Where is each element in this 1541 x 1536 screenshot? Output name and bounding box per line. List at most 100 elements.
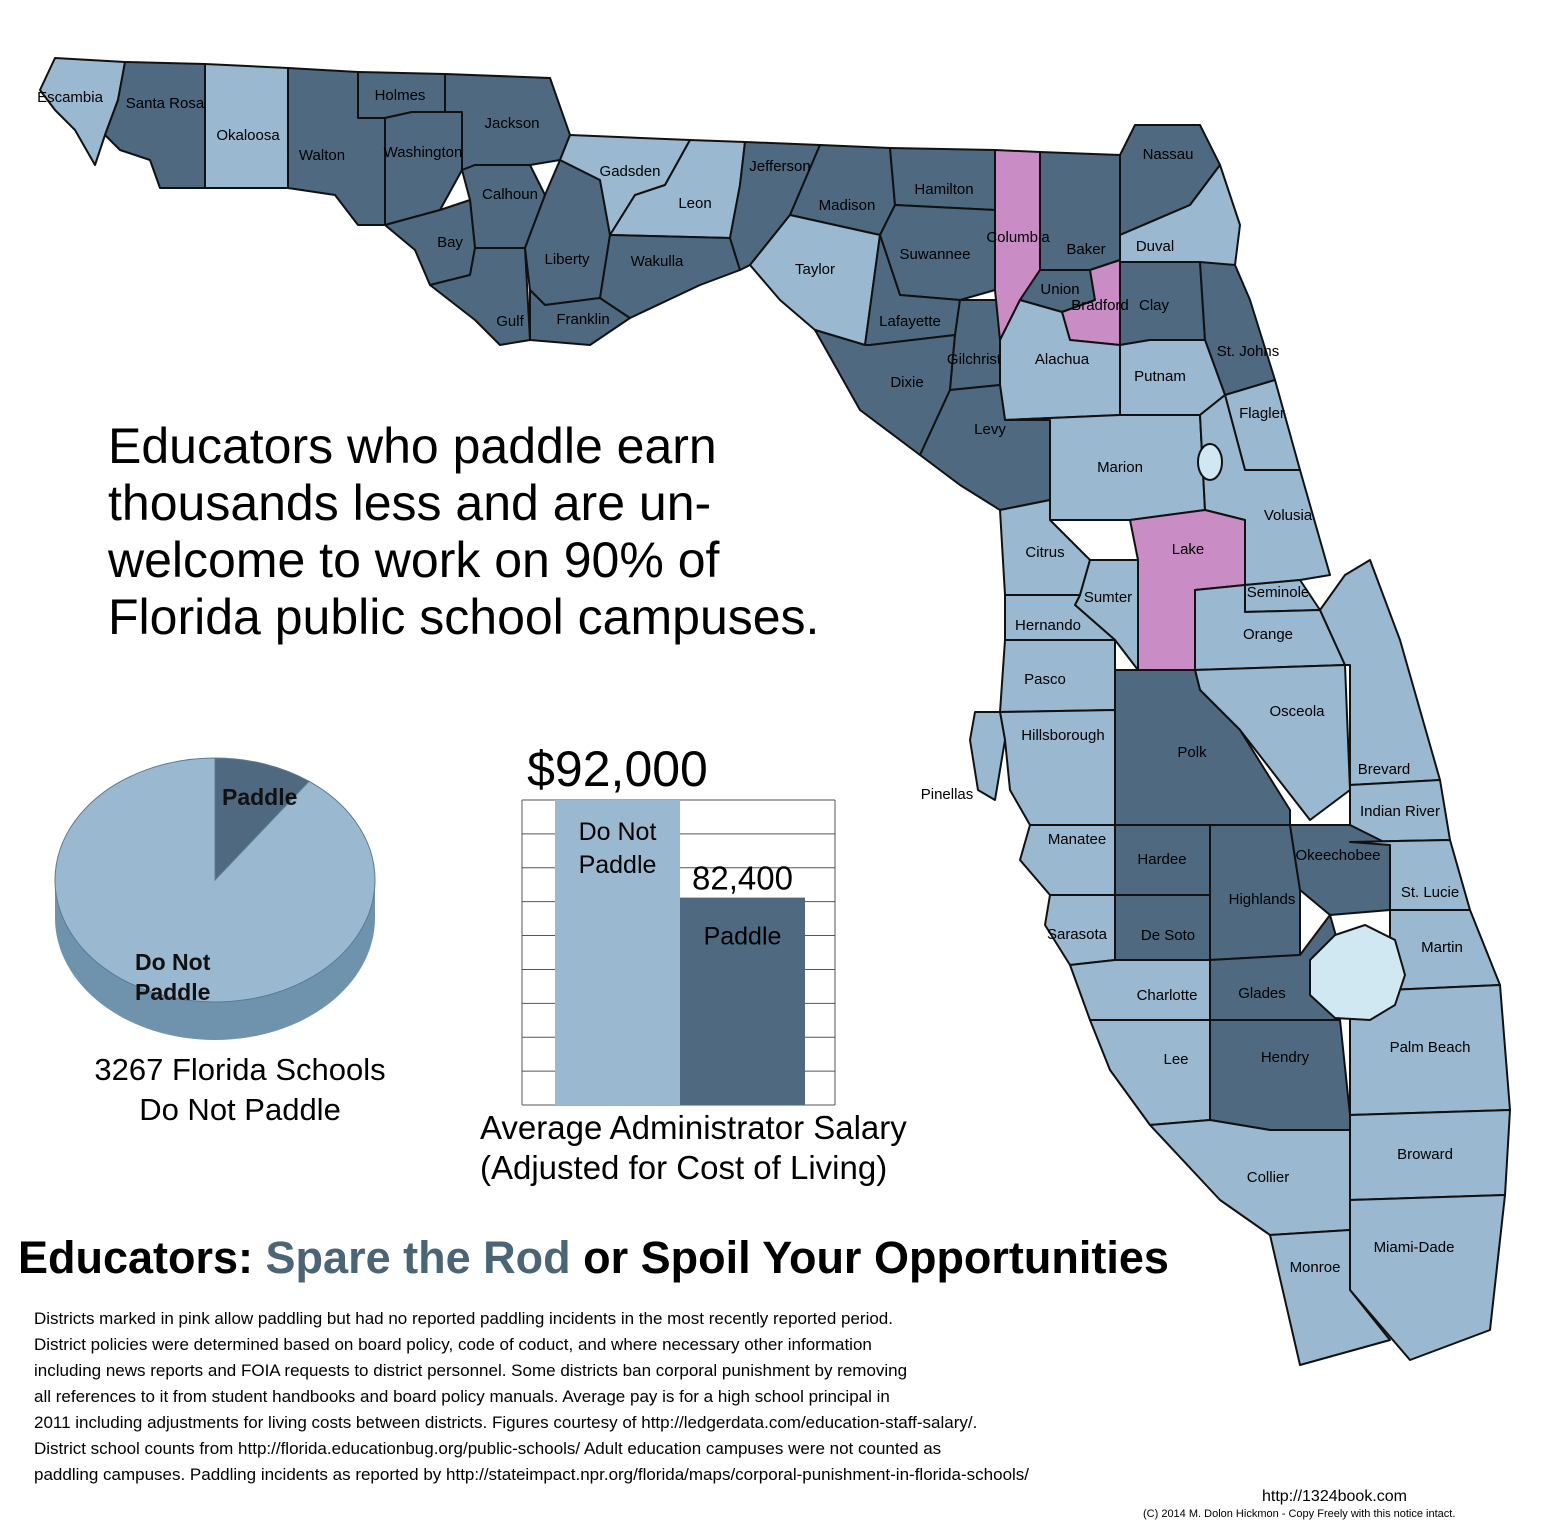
county-label-marion: Marion bbox=[1097, 459, 1143, 476]
footnote-line: District policies were determined based … bbox=[34, 1335, 872, 1354]
county-label-suwannee: Suwannee bbox=[900, 246, 971, 263]
footnote-line: including news reports and FOIA requests… bbox=[34, 1361, 908, 1380]
county-wakulla bbox=[599, 234, 741, 319]
county-hendry bbox=[1209, 1019, 1351, 1131]
pie-chart: Paddle Do Not Paddle bbox=[54, 757, 376, 1040]
county-label-okaloosa: Okaloosa bbox=[216, 127, 280, 144]
pie-label-paddle: Paddle bbox=[222, 784, 297, 810]
footnote-line: paddling campuses. Paddling incidents as… bbox=[34, 1465, 1030, 1484]
county-label-lake: Lake bbox=[1172, 541, 1205, 558]
bar-caption-line: (Adjusted for Cost of Living) bbox=[480, 1149, 888, 1186]
county-label-osceola: Osceola bbox=[1269, 703, 1325, 720]
lake-okeechobee bbox=[1309, 923, 1407, 1022]
county-label-franklin: Franklin bbox=[556, 311, 609, 328]
county-lee bbox=[1089, 1019, 1211, 1126]
county-label-jefferson: Jefferson bbox=[749, 158, 810, 175]
county-label-columbia: Columbia bbox=[986, 229, 1050, 246]
county-label-jackson: Jackson bbox=[484, 115, 539, 132]
bar-chart: $92,000 Do Not Paddle 82,400 Paddle bbox=[521, 741, 836, 1106]
county-label-palm-beach: Palm Beach bbox=[1390, 1039, 1471, 1056]
county-label-union: Union bbox=[1040, 281, 1079, 298]
county-label-washington: Washington bbox=[384, 144, 463, 161]
pie-side bbox=[55, 880, 375, 1040]
county-label-duval: Duval bbox=[1136, 238, 1174, 255]
headline: Educators who paddle earn thousands less… bbox=[108, 418, 908, 646]
county-label-sumter: Sumter bbox=[1084, 589, 1132, 606]
county-label-gulf: Gulf bbox=[496, 313, 524, 330]
county-label-walton: Walton bbox=[299, 147, 345, 164]
copyright-notice: (C) 2014 M. Dolon Hickmon - Copy Freely … bbox=[1143, 1508, 1456, 1520]
county-escambia bbox=[39, 57, 126, 166]
pie-slice-do-not-paddle bbox=[54, 757, 376, 1003]
county-label-st-johns: St. Johns bbox=[1217, 343, 1280, 360]
site-url: http://1324book.com bbox=[1262, 1488, 1407, 1505]
county-label-lee: Lee bbox=[1163, 1051, 1188, 1068]
county-label-sarasota: Sarasota bbox=[1047, 926, 1108, 943]
bar-value-label: 82,400 bbox=[692, 860, 793, 897]
title-part1: Educators: bbox=[18, 1232, 266, 1283]
county-label-nassau: Nassau bbox=[1143, 146, 1194, 163]
county-label-baker: Baker bbox=[1066, 241, 1105, 258]
bar-category-label: Paddle bbox=[579, 851, 657, 879]
county-label-highlands: Highlands bbox=[1229, 891, 1296, 908]
footnote-line: all references to it from student handbo… bbox=[34, 1387, 890, 1406]
title-part2: or Spoil Your Opportunities bbox=[570, 1232, 1169, 1283]
county-label-citrus: Citrus bbox=[1025, 544, 1064, 561]
county-label-seminole: Seminole bbox=[1247, 584, 1310, 601]
county-label-liberty: Liberty bbox=[544, 251, 590, 268]
county-label-glades: Glades bbox=[1238, 985, 1286, 1002]
county-label-charlotte: Charlotte bbox=[1137, 987, 1198, 1004]
title-accent: Spare the Rod bbox=[265, 1232, 571, 1283]
county-label-gilchrist: Gilchrist bbox=[947, 351, 1002, 368]
footnotes: Districts marked in pink allow paddling … bbox=[34, 1306, 1154, 1488]
headline-line: welcome to work on 90% of bbox=[108, 532, 720, 588]
bar-do-not-paddle bbox=[555, 800, 680, 1105]
county-label-putnam: Putnam bbox=[1134, 368, 1186, 385]
county-label-taylor: Taylor bbox=[795, 261, 835, 278]
county-label-escambia: Escambia bbox=[37, 89, 104, 106]
county-label-bradford: Bradford bbox=[1071, 297, 1129, 314]
county-label-clay: Clay bbox=[1139, 297, 1170, 314]
pie-caption: 3267 Florida Schools Do Not Paddle bbox=[40, 1050, 440, 1130]
bar-paddle bbox=[680, 897, 805, 1105]
county-label-hendry: Hendry bbox=[1261, 1049, 1310, 1066]
county-label-lafayette: Lafayette bbox=[879, 313, 941, 330]
county-label-collier: Collier bbox=[1247, 1169, 1290, 1186]
county-label-wakulla: Wakulla bbox=[631, 253, 684, 270]
bar-chart-xlabel: Average Administrator Salary (Adjusted f… bbox=[480, 1108, 1000, 1188]
county-label-martin: Martin bbox=[1421, 939, 1463, 956]
county-hernando bbox=[1004, 594, 1116, 641]
county-pinellas bbox=[969, 711, 1006, 801]
county-label-de-soto: De Soto bbox=[1141, 927, 1195, 944]
pie-label-do-not-paddle: Do Not bbox=[135, 949, 211, 975]
page-title: Educators: Spare the Rod or Spoil Your O… bbox=[18, 1232, 1169, 1284]
lake-george bbox=[1197, 443, 1223, 481]
county-label-hamilton: Hamilton bbox=[914, 181, 973, 198]
county-label-indian-river: Indian River bbox=[1360, 803, 1440, 820]
county-label-hernando: Hernando bbox=[1015, 617, 1081, 634]
county-label-pinellas: Pinellas bbox=[921, 786, 974, 803]
pie-caption-line: 3267 Florida Schools bbox=[94, 1052, 386, 1087]
county-label-santa-rosa: Santa Rosa bbox=[126, 95, 205, 112]
county-label-monroe: Monroe bbox=[1290, 1259, 1341, 1276]
county-label-orange: Orange bbox=[1243, 626, 1293, 643]
county-label-hardee: Hardee bbox=[1137, 851, 1186, 868]
county-label-brevard: Brevard bbox=[1358, 761, 1411, 778]
county-monroe bbox=[1269, 1229, 1391, 1366]
county-okeechobee bbox=[1289, 824, 1391, 916]
county-label-gadsden: Gadsden bbox=[600, 163, 661, 180]
county-label-calhoun: Calhoun bbox=[482, 186, 538, 203]
county-label-dixie: Dixie bbox=[890, 374, 923, 391]
footnote-line: District school counts from http://flori… bbox=[34, 1439, 942, 1458]
county-label-flagler: Flagler bbox=[1239, 405, 1285, 422]
headline-line: thousands less and are un- bbox=[108, 475, 712, 531]
county-label-manatee: Manatee bbox=[1048, 831, 1106, 848]
headline-line: Educators who paddle earn bbox=[108, 418, 717, 474]
county-label-holmes: Holmes bbox=[375, 87, 426, 104]
footnote-line: 2011 including adjustments for living co… bbox=[34, 1413, 978, 1432]
footnote-line: Districts marked in pink allow paddling … bbox=[34, 1309, 893, 1328]
pie-caption-line: Do Not Paddle bbox=[139, 1092, 341, 1127]
county-label-polk: Polk bbox=[1177, 744, 1207, 761]
pie-slice-paddle bbox=[214, 757, 310, 882]
